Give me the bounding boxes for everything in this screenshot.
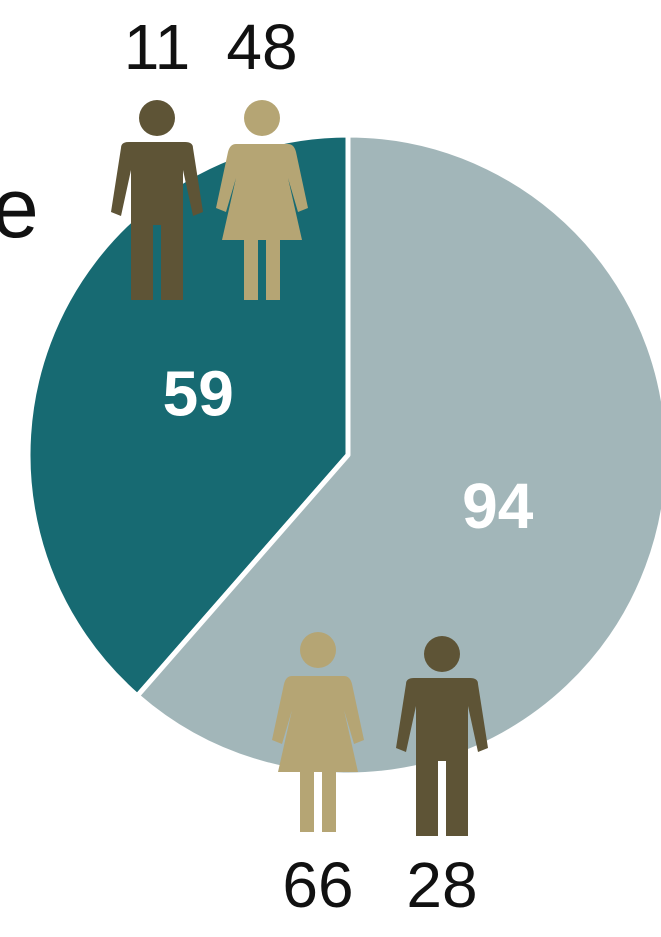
person-icon-female xyxy=(272,632,364,832)
icon-head xyxy=(300,632,336,668)
icon-head xyxy=(139,100,175,136)
icon-body xyxy=(216,144,308,300)
breakdown-label: 28 xyxy=(406,849,477,921)
slice-label: 94 xyxy=(462,470,534,542)
slice-label: 59 xyxy=(163,358,234,430)
chart-title: e xyxy=(0,161,39,255)
person-icon-male xyxy=(111,100,203,300)
person-icon-female xyxy=(216,100,308,300)
person-icon-male xyxy=(396,636,488,836)
icon-head xyxy=(244,100,280,136)
breakdown-label: 11 xyxy=(124,11,190,83)
icon-body xyxy=(272,676,364,832)
icon-body xyxy=(396,678,488,836)
breakdown-label: 48 xyxy=(226,11,297,83)
breakdown-label: 66 xyxy=(282,849,353,921)
icon-head xyxy=(424,636,460,672)
icon-body xyxy=(111,142,203,300)
